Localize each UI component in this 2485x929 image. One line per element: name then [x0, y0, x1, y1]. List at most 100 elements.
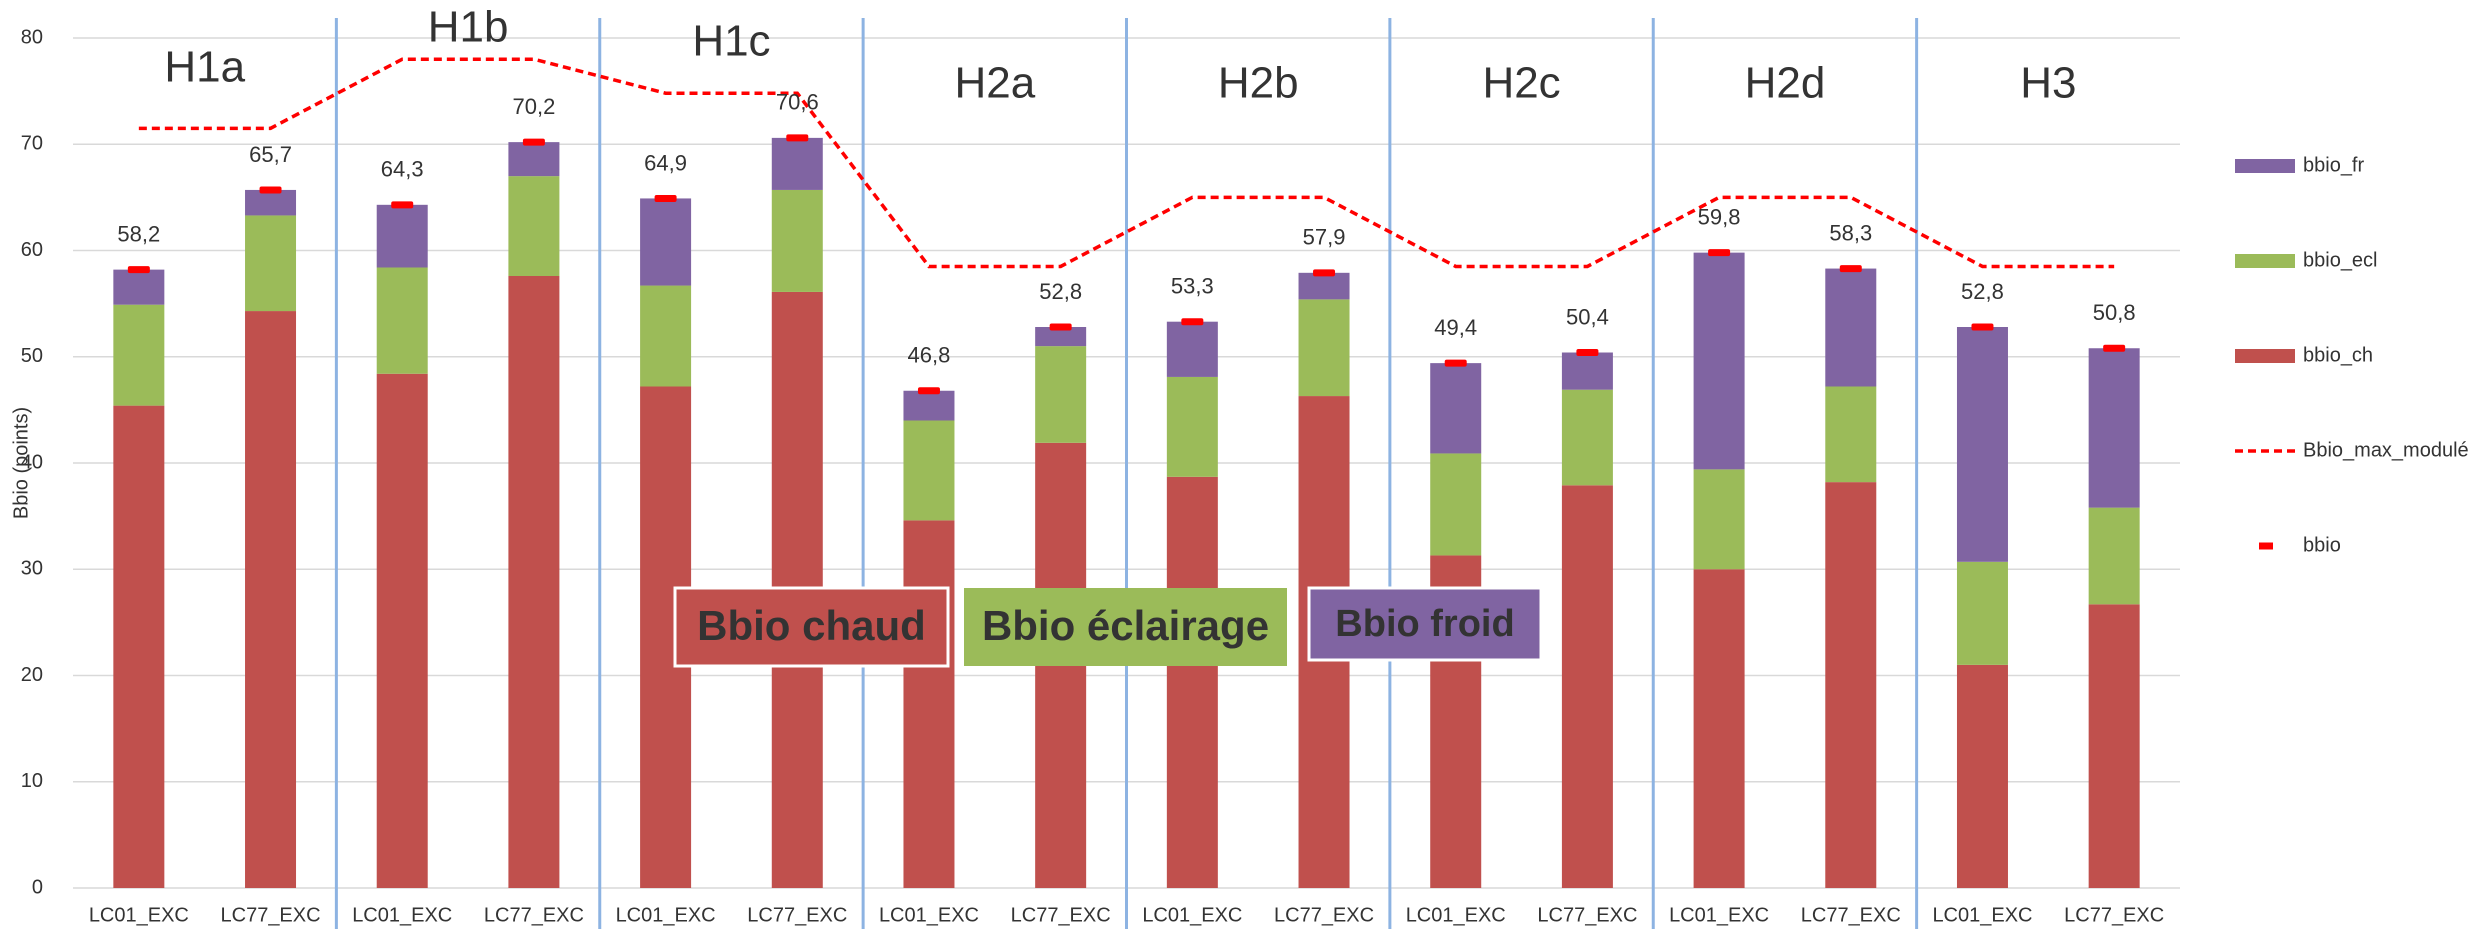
value-label: 58,2	[117, 221, 160, 246]
x-tick-label: LC77_EXC	[1011, 904, 1111, 926]
bar-segment	[1561, 389, 1613, 486]
bar-segment	[1956, 327, 2008, 562]
legend-label: bbio_ch	[2303, 344, 2373, 366]
annotation-text: Bbio froid	[1335, 603, 1514, 645]
bbio-marker	[1971, 323, 1994, 331]
value-label: 46,8	[908, 343, 951, 368]
y-tick-label: 80	[21, 26, 43, 48]
bar-segment	[1956, 664, 2008, 888]
y-tick-label: 20	[21, 664, 43, 686]
x-tick-label: LC01_EXC	[1932, 904, 2032, 926]
bar-segment	[1693, 469, 1745, 570]
group-label: H1b	[428, 3, 509, 52]
bbio-marker	[259, 186, 282, 194]
bbio-marker	[1708, 249, 1731, 257]
bar-segment	[1561, 485, 1613, 888]
bar-segment	[113, 304, 165, 406]
x-tick-label: LC01_EXC	[89, 904, 189, 926]
bbio-marker	[1181, 318, 1204, 326]
y-tick-label: 30	[21, 558, 43, 580]
bar-segment	[2088, 604, 2140, 888]
bar-segment	[508, 142, 560, 177]
bbio-marker	[391, 201, 414, 209]
legend-label: Bbio_max_modulé	[2303, 439, 2469, 461]
bar-segment	[771, 189, 823, 292]
value-label: 50,8	[2093, 300, 2136, 325]
bar-segment	[245, 215, 297, 312]
value-label: 49,4	[1434, 315, 1477, 340]
x-tick-label: LC77_EXC	[1801, 904, 1901, 926]
bar-segment	[1693, 569, 1745, 888]
y-tick-label: 70	[21, 133, 43, 155]
bar-segment	[1561, 352, 1613, 390]
legend-swatch	[2235, 349, 2295, 363]
bbio-marker	[654, 194, 677, 202]
value-label: 59,8	[1698, 204, 1741, 229]
legend-swatch	[2235, 254, 2295, 268]
bar-segment	[508, 276, 560, 888]
y-tick-label: 40	[21, 451, 43, 473]
bar-segment	[1035, 327, 1087, 347]
group-label: H2a	[954, 59, 1035, 108]
value-label: 57,9	[1303, 225, 1346, 250]
group-label: H2b	[1218, 59, 1299, 108]
bar-segment	[376, 373, 428, 888]
value-label: 64,9	[644, 150, 687, 175]
value-label: 58,3	[1829, 220, 1872, 245]
annotation-text: Bbio éclairage	[982, 602, 1269, 649]
bbio-marker	[2103, 344, 2126, 352]
value-label: 52,8	[1039, 279, 1082, 304]
value-label: 70,2	[512, 94, 555, 119]
bar-segment	[640, 285, 692, 387]
annotation-box	[673, 586, 950, 668]
value-label: 65,7	[249, 142, 292, 167]
value-label: 53,3	[1171, 274, 1214, 299]
bar-segment	[1166, 321, 1218, 377]
annotation-box	[1307, 586, 1543, 662]
bar-segment	[1298, 272, 1350, 300]
legend-label: bbio_ecl	[2303, 249, 2378, 271]
bar-segment	[376, 267, 428, 374]
bbio-marker	[786, 134, 809, 142]
group-label: H1c	[692, 17, 770, 66]
bar-segment	[113, 405, 165, 888]
bbio-marker	[127, 266, 150, 274]
bbio-marker	[1576, 349, 1599, 356]
annotation-text: Bbio chaud	[697, 602, 926, 649]
y-tick-label: 60	[21, 239, 43, 261]
bar-segment	[1825, 268, 1877, 387]
bar-segment	[2088, 348, 2140, 508]
y-axis-label: Bbio (points)	[10, 407, 32, 519]
bar-segment	[1825, 386, 1877, 483]
bar-segment	[1956, 561, 2008, 665]
group-label: H3	[2020, 59, 2076, 108]
bar-segment	[1430, 363, 1482, 454]
bbio-marker	[1444, 359, 1467, 367]
legend-swatch	[2259, 542, 2273, 550]
bar-segment	[2088, 507, 2140, 605]
bar-segment	[1035, 346, 1087, 443]
bar-segment	[903, 420, 955, 521]
x-tick-label: LC77_EXC	[1274, 904, 1374, 926]
x-tick-label: LC01_EXC	[1142, 904, 1242, 926]
value-label: 52,8	[1961, 279, 2004, 304]
bar-segment	[640, 198, 692, 286]
y-tick-label: 0	[32, 876, 43, 898]
bbio-marker	[1839, 265, 1862, 273]
legend-swatch	[2235, 159, 2295, 173]
bar-segment	[1166, 476, 1218, 888]
bbio-marker	[1049, 323, 1072, 331]
bar-segment	[903, 390, 955, 421]
group-label: H1a	[164, 43, 245, 92]
value-label: 64,3	[381, 157, 424, 182]
y-tick-label: 50	[21, 345, 43, 367]
x-tick-label: LC77_EXC	[484, 904, 584, 926]
bar-segment	[245, 189, 297, 216]
bbio-marker	[1313, 269, 1336, 277]
bar-segment	[245, 311, 297, 888]
x-tick-label: LC01_EXC	[1406, 904, 1506, 926]
bbio-marker	[522, 138, 545, 146]
x-tick-label: LC01_EXC	[879, 904, 979, 926]
group-label: H2d	[1745, 59, 1826, 108]
